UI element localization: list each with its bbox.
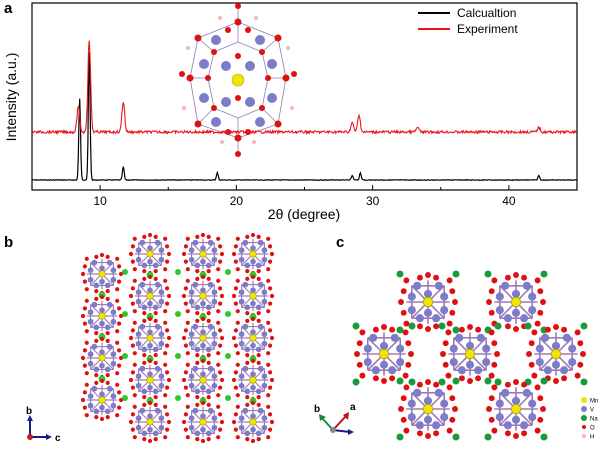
axis-label-c-left: b [314,404,320,415]
cluster-b [181,316,225,360]
axis-label-c-right: a [350,402,356,413]
sodium-atom [408,378,416,386]
cluster-b [128,232,172,276]
legend-swatch [581,415,587,421]
cluster-b [80,336,124,380]
sodium-atom [580,322,588,330]
panel-label-c: c [336,234,345,251]
x-tick-label: 40 [502,194,516,208]
legend-swatch [582,434,586,438]
sodium-atom [396,326,404,334]
sodium-atom [494,378,502,386]
y-axis-label: Intensity (a.u.) [3,53,19,142]
cluster-c [486,272,546,332]
sodium-atom [540,270,548,278]
sodium-atom [352,322,360,330]
axis-label-b-right: c [55,433,61,444]
legend-label: V [590,408,594,414]
element-legend: Mn V Na OH [581,397,598,441]
legend-swatch [581,397,587,403]
sodium-atom [396,377,404,385]
sodium-atom [452,326,460,334]
sodium-atom [396,270,404,278]
sodium-atom [225,353,231,359]
panel-label-b: b [4,234,14,251]
sodium-atom [175,311,181,317]
legend: Calcualtion Experiment [418,6,518,36]
axes-indicator-c: b a [314,402,356,435]
legend-label-experiment: Experiment [457,22,518,36]
sodium-atom [122,395,128,401]
panel-label-a: a [4,0,13,17]
sodium-atom [225,311,231,317]
sodium-atom [175,353,181,359]
sodium-atom [484,270,492,278]
sodium-atom [225,269,231,275]
cluster-b [128,316,172,360]
sodium-atom [175,395,181,401]
cluster-b [128,400,172,444]
cluster-b [231,400,275,444]
xrd-chart: Intensity (a.u.) 2θ (degree) Calcualtion… [3,2,578,222]
cluster-c [398,379,458,439]
cluster-b [80,252,124,296]
sodium-atom [122,353,128,359]
experiment-pattern-line [31,40,578,136]
sodium-atom [122,311,128,317]
cluster-b [231,274,275,318]
cluster-c [354,324,414,384]
legend-label: O [590,426,595,432]
axes-indicator-b: b c [26,406,61,444]
cluster-c [526,324,586,384]
sodium-atom [484,433,492,441]
legend-label: H [590,435,594,441]
sodium-atom [452,433,460,441]
sodium-atom [225,395,231,401]
cluster-b [181,274,225,318]
legend-swatch [581,406,587,412]
sodium-atom [540,377,548,385]
cluster-b [128,274,172,318]
sodium-atom [438,378,446,386]
sodium-atom [580,378,588,386]
sodium-atom [494,322,502,330]
sodium-atom [452,377,460,385]
sodium-atom [484,377,492,385]
legend-swatch [582,425,586,429]
calculation-pattern-line [32,52,578,182]
packing-diagram-b: b c [26,232,275,444]
sodium-atom [540,433,548,441]
cluster-b [231,232,275,276]
x-tick-label: 30 [366,194,380,208]
legend-label-calculation: Calcualtion [457,6,516,20]
cluster-b [181,400,225,444]
sodium-atom [524,322,532,330]
cluster-b [181,232,225,276]
legend-label: Na [590,417,598,423]
cluster-b [231,358,275,402]
sodium-atom [396,433,404,441]
legend-label: Mn [590,399,598,405]
cluster-c [398,272,458,332]
sodium-atom [122,269,128,275]
x-axis-label: 2θ (degree) [268,206,340,222]
axis-label-b-up: b [26,406,32,417]
sodium-atom [452,270,460,278]
cluster-structure-inset [179,3,297,157]
cluster-b [80,378,124,422]
sodium-atom [175,269,181,275]
cluster-b [231,316,275,360]
sodium-atom [438,322,446,330]
cluster-c [486,379,546,439]
sodium-atom [352,378,360,386]
x-tick-label: 10 [93,194,107,208]
cluster-c [440,324,500,384]
framework-diagram-c: b a Mn V Na OH [314,270,598,441]
sodium-atom [408,322,416,330]
x-tick-label: 20 [230,194,244,208]
